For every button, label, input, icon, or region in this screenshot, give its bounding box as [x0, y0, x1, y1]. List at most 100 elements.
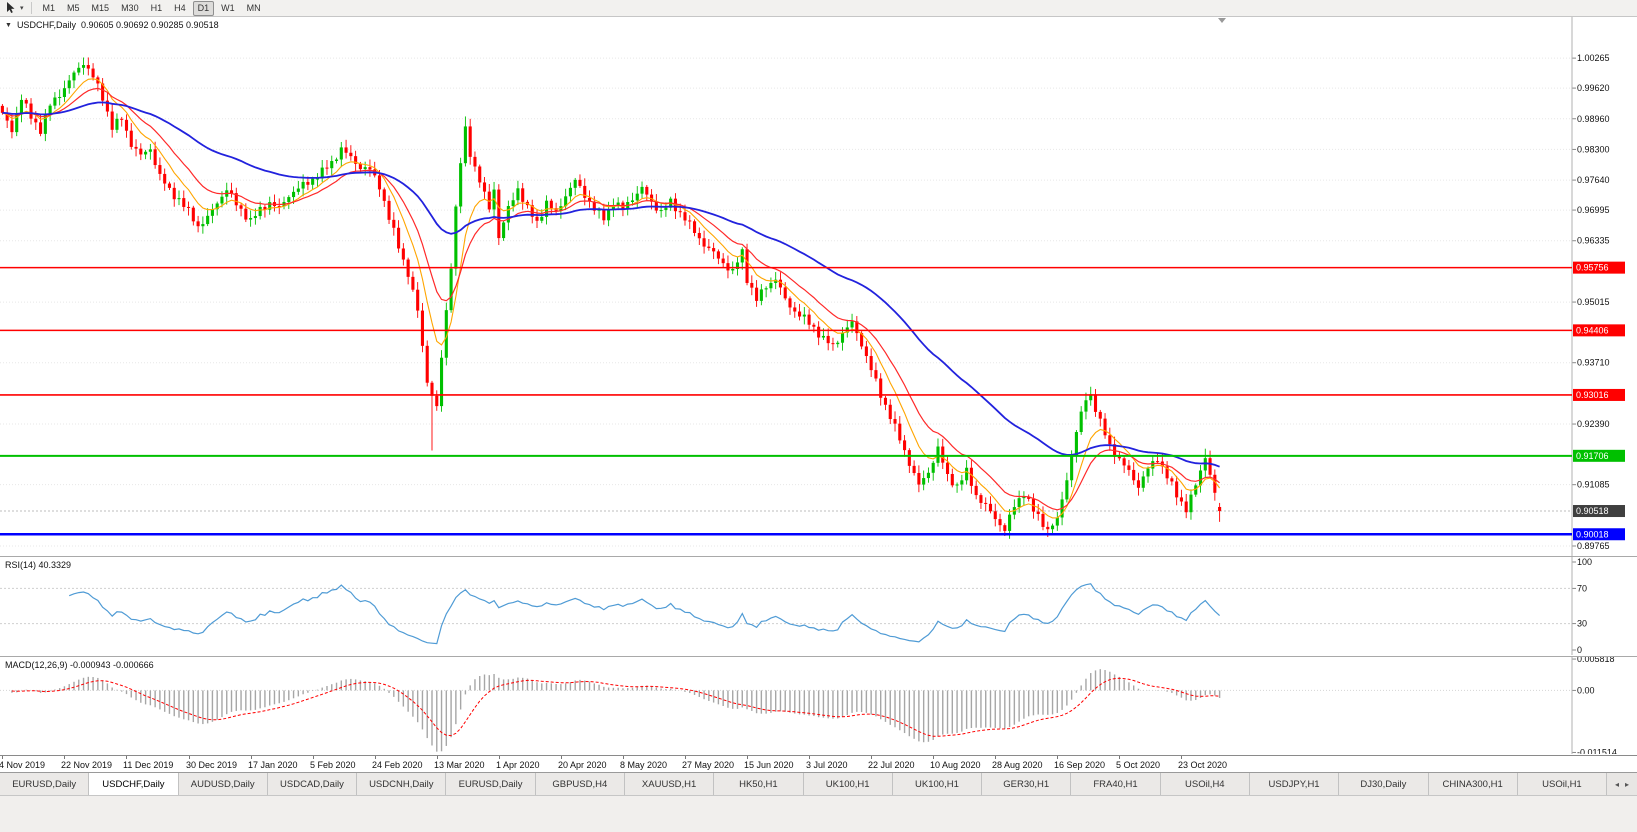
chart-tab[interactable]: EURUSD,Daily [446, 773, 535, 795]
chart-tab[interactable]: CHINA300,H1 [1429, 773, 1518, 795]
time-axis-tick [623, 756, 624, 759]
time-axis-label: 20 Apr 2020 [558, 760, 607, 770]
svg-text:0: 0 [1577, 645, 1582, 655]
svg-text:1.00265: 1.00265 [1577, 53, 1610, 63]
chart-tab[interactable]: EURUSD,Daily [0, 773, 89, 795]
timeframe-button-M15[interactable]: M15 [87, 1, 115, 16]
timeframe-button-H4[interactable]: H4 [169, 1, 191, 16]
time-axis-label: 16 Sep 2020 [1054, 760, 1105, 770]
cursor-dropdown-caret[interactable]: ▾ [19, 2, 25, 15]
time-axis-label: 11 Dec 2019 [123, 760, 173, 770]
svg-text:0.99620: 0.99620 [1577, 83, 1610, 93]
time-axis-tick [561, 756, 562, 759]
time-axis-tick [1119, 756, 1120, 759]
svg-text:0.98300: 0.98300 [1577, 144, 1610, 154]
timeframe-button-MN[interactable]: MN [242, 1, 266, 16]
timeframe-button-M30[interactable]: M30 [116, 1, 144, 16]
ma-16-line [2, 88, 1219, 509]
symbol-dropdown-icon[interactable]: ▼ [5, 22, 12, 29]
chart-tab[interactable]: AUDUSD,Daily [179, 773, 268, 795]
time-axis-label: 23 Oct 2020 [1178, 760, 1227, 770]
chart-shift-marker[interactable] [1218, 18, 1226, 23]
macd-pane[interactable]: MACD(12,26,9) -0.000943 -0.000666 0.0058… [0, 656, 1637, 755]
tab-scroll-right-icon[interactable]: ▸ [1623, 780, 1631, 789]
chart-tab[interactable]: USDJPY,H1 [1250, 773, 1339, 795]
time-axis-tick [1057, 756, 1058, 759]
chart-tab[interactable]: USDCHF,Daily [89, 773, 178, 795]
chart-tab[interactable]: USOil,H1 [1518, 773, 1607, 795]
time-axis-tick [499, 756, 500, 759]
svg-text:30: 30 [1577, 619, 1587, 629]
time-axis-label: 4 Nov 2019 [0, 760, 45, 770]
chart-symbol-label: USDCHF,Daily [17, 20, 76, 30]
timeframe-button-M5[interactable]: M5 [62, 1, 85, 16]
time-axis-label: 3 Jul 2020 [806, 760, 848, 770]
chart-tab[interactable]: UK100,H1 [804, 773, 893, 795]
time-axis-tick [189, 756, 190, 759]
time-axis-tick [1181, 756, 1182, 759]
time-axis-tick [313, 756, 314, 759]
time-axis-label: 28 Aug 2020 [992, 760, 1043, 770]
price-chart-pane[interactable]: ▼ USDCHF,Daily 0.90605 0.90692 0.90285 0… [0, 17, 1637, 556]
svg-text:0.005818: 0.005818 [1577, 657, 1615, 664]
rsi-pane[interactable]: RSI(14) 40.3329 10070300 [0, 556, 1637, 656]
time-axis-tick [871, 756, 872, 759]
time-axis-tick [251, 756, 252, 759]
time-axis-label: 5 Oct 2020 [1116, 760, 1160, 770]
chart-tab[interactable]: UK100,H1 [893, 773, 982, 795]
price-chart-svg: 1.002650.996200.989600.983000.976400.969… [0, 17, 1637, 556]
timeframe-button-D1[interactable]: D1 [193, 1, 215, 16]
time-axis-label: 24 Feb 2020 [372, 760, 423, 770]
rsi-label-text: RSI(14) 40.3329 [5, 560, 71, 570]
chart-tab[interactable]: GER30,H1 [982, 773, 1071, 795]
chart-tab[interactable]: USDCNH,Daily [357, 773, 446, 795]
cursor-arrow-icon [5, 2, 16, 14]
timeframe-button-W1[interactable]: W1 [216, 1, 240, 16]
time-axis-label: 27 May 2020 [682, 760, 734, 770]
svg-text:0.96335: 0.96335 [1577, 236, 1610, 246]
timeframe-button-M1[interactable]: M1 [38, 1, 61, 16]
svg-text:70: 70 [1577, 583, 1587, 593]
chart-tab[interactable]: USOil,H4 [1161, 773, 1250, 795]
time-axis-tick [2, 756, 3, 759]
time-axis-tick [809, 756, 810, 759]
time-axis-tick [64, 756, 65, 759]
chart-tab[interactable]: DJ30,Daily [1339, 773, 1428, 795]
chart-tab[interactable]: USDCAD,Daily [268, 773, 357, 795]
chart-tab[interactable]: HK50,H1 [714, 773, 803, 795]
time-axis-label: 1 Apr 2020 [496, 760, 540, 770]
candles [1, 57, 1221, 538]
status-bar [0, 795, 1637, 832]
tab-scroll-controls: ◂ ▸ [1607, 773, 1637, 795]
chart-ohlc-values: 0.90605 0.90692 0.90285 0.90518 [81, 20, 219, 30]
time-axis-label: 17 Jan 2020 [248, 760, 298, 770]
cursor-tool-icon[interactable] [3, 2, 17, 15]
time-axis-label: 30 Dec 2019 [186, 760, 237, 770]
chart-tab[interactable]: FRA40,H1 [1071, 773, 1160, 795]
ma-8-line [2, 79, 1219, 518]
time-axis[interactable]: 4 Nov 201922 Nov 201911 Dec 201930 Dec 2… [0, 755, 1637, 772]
svg-text:0.89765: 0.89765 [1577, 541, 1610, 551]
chart-tabs: EURUSD,DailyUSDCHF,DailyAUDUSD,DailyUSDC… [0, 773, 1607, 795]
svg-text:0.91085: 0.91085 [1577, 480, 1610, 490]
svg-text:0.90518: 0.90518 [1576, 506, 1609, 516]
svg-text:0.98960: 0.98960 [1577, 114, 1610, 124]
timeframe-button-H1[interactable]: H1 [146, 1, 168, 16]
chart-tab[interactable]: GBPUSD,H4 [536, 773, 625, 795]
time-axis-tick [375, 756, 376, 759]
chart-ohlc-label: ▼ USDCHF,Daily 0.90605 0.90692 0.90285 0… [5, 20, 219, 30]
svg-text:0.00: 0.00 [1577, 685, 1595, 695]
time-axis-label: 22 Jul 2020 [868, 760, 915, 770]
time-axis-tick [437, 756, 438, 759]
time-axis-label: 10 Aug 2020 [930, 760, 981, 770]
time-axis-label: 13 Mar 2020 [434, 760, 485, 770]
svg-text:0.90018: 0.90018 [1576, 529, 1609, 539]
svg-text:0.93016: 0.93016 [1576, 390, 1609, 400]
chart-tab[interactable]: XAUUSD,H1 [625, 773, 714, 795]
svg-text:0.93710: 0.93710 [1577, 358, 1610, 368]
toolbar-separator [31, 2, 32, 14]
top-toolbar: ▾ M1M5M15M30H1H4D1W1MN [0, 0, 1637, 17]
tab-scroll-left-icon[interactable]: ◂ [1613, 780, 1621, 789]
time-axis-tick [126, 756, 127, 759]
svg-text:-0.011514: -0.011514 [1577, 747, 1617, 754]
